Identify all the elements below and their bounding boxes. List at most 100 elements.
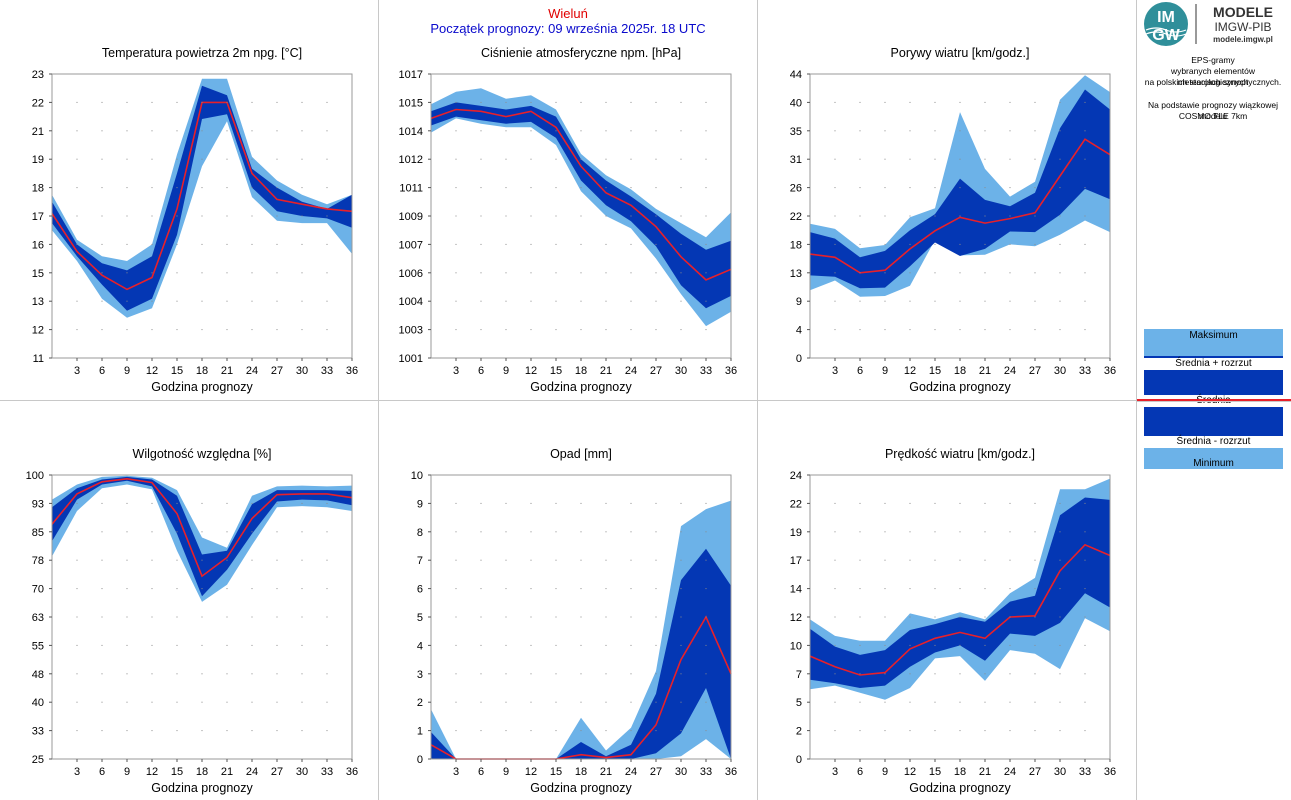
mean-line [51, 477, 353, 578]
chart-title: Opad [mm] [550, 447, 612, 461]
y-tick-label: 0 [417, 754, 423, 766]
grid-dot [101, 701, 103, 703]
grid-dot [480, 559, 482, 561]
y-tick-label: 15 [32, 268, 44, 280]
legend-max-band [1144, 329, 1283, 356]
grid-dot [555, 730, 557, 732]
x-tick-label: 24 [625, 766, 637, 778]
grid-dot [455, 559, 457, 561]
panel-temperature [0, 0, 379, 401]
grid-dot [226, 243, 228, 245]
grid-dot [884, 130, 886, 132]
grid-dot [959, 644, 961, 646]
grid-dot [1034, 559, 1036, 561]
grid-dot [1084, 730, 1086, 732]
y-tick-label: 17 [790, 555, 802, 567]
grid-dot [984, 559, 986, 561]
grid-dot [680, 187, 682, 189]
grid-dot [859, 300, 861, 302]
grid-dot [455, 730, 457, 732]
grid-dot [326, 616, 328, 618]
grid-dot [480, 272, 482, 274]
grid-dot [859, 272, 861, 274]
chart-title: Prędkość wiatru [km/godz.] [885, 447, 1035, 461]
y-tick-label: 4 [796, 325, 802, 337]
y-tick-label: 0 [796, 353, 802, 365]
grid-dot [326, 158, 328, 160]
grid-dot [884, 673, 886, 675]
x-tick-label: 12 [904, 766, 916, 778]
y-tick-label: 18 [32, 183, 44, 195]
grid-dot [580, 588, 582, 590]
grid-dot [1084, 272, 1086, 274]
grid-dot [1059, 130, 1061, 132]
grid-dot [705, 616, 707, 618]
grid-dot [934, 215, 936, 217]
grid-dot [884, 559, 886, 561]
grid-dot [530, 187, 532, 189]
grid-dot [1034, 101, 1036, 103]
grid-dot [1009, 130, 1011, 132]
grid-dot [480, 215, 482, 217]
grid-dot [455, 101, 457, 103]
grid-dot [909, 730, 911, 732]
grid-dot [301, 272, 303, 274]
grid-dot [1009, 701, 1011, 703]
grid-dot [680, 300, 682, 302]
grid-dot [580, 730, 582, 732]
grid-dot [76, 531, 78, 533]
grid-dot [76, 130, 78, 132]
grid-dot [326, 701, 328, 703]
grid-dot [1009, 158, 1011, 160]
panel-gusts [758, 0, 1137, 401]
grid-dot [630, 158, 632, 160]
grid-dot [884, 588, 886, 590]
grid-dot [530, 300, 532, 302]
grid-dot [909, 588, 911, 590]
y-tick-label: 17 [32, 211, 44, 223]
grid-dot [984, 502, 986, 504]
grid-dot [705, 644, 707, 646]
legend-label-max: Maksimum [1189, 330, 1238, 341]
grid-dot [580, 502, 582, 504]
grid-dot [655, 644, 657, 646]
x-tick-label: 27 [1029, 365, 1041, 377]
grid-dot [605, 730, 607, 732]
grid-dot [959, 559, 961, 561]
grid-dot [251, 243, 253, 245]
grid-dot [580, 616, 582, 618]
grid-dot [934, 673, 936, 675]
x-axis-label: Godzina prognozy [151, 781, 253, 795]
grid-dot [834, 531, 836, 533]
grid-dot [859, 215, 861, 217]
x-tick-label: 36 [346, 766, 358, 778]
grid-dot [480, 588, 482, 590]
x-tick-label: 33 [700, 365, 712, 377]
grid-dot [505, 730, 507, 732]
grid-dot [555, 101, 557, 103]
grid-dot [201, 730, 203, 732]
grid-dot [126, 215, 128, 217]
grid-dot [276, 101, 278, 103]
grid-dot [580, 300, 582, 302]
grid-dot [326, 243, 328, 245]
y-tick-label: 1017 [399, 69, 423, 81]
grid-dot [251, 616, 253, 618]
grid-dot [959, 243, 961, 245]
grid-dot [934, 243, 936, 245]
grid-dot [76, 243, 78, 245]
x-tick-label: 18 [954, 766, 966, 778]
x-tick-label: 3 [74, 766, 80, 778]
grid-dot [705, 243, 707, 245]
grid-dot [605, 701, 607, 703]
grid-dot [1034, 616, 1036, 618]
grid-dot [655, 588, 657, 590]
grid-dot [859, 187, 861, 189]
grid-dot [1059, 502, 1061, 504]
x-tick-label: 18 [954, 365, 966, 377]
x-tick-label: 24 [625, 365, 637, 377]
grid-dot [630, 130, 632, 132]
y-tick-label: 12 [790, 612, 802, 624]
x-tick-label: 6 [99, 365, 105, 377]
grid-dot [101, 300, 103, 302]
